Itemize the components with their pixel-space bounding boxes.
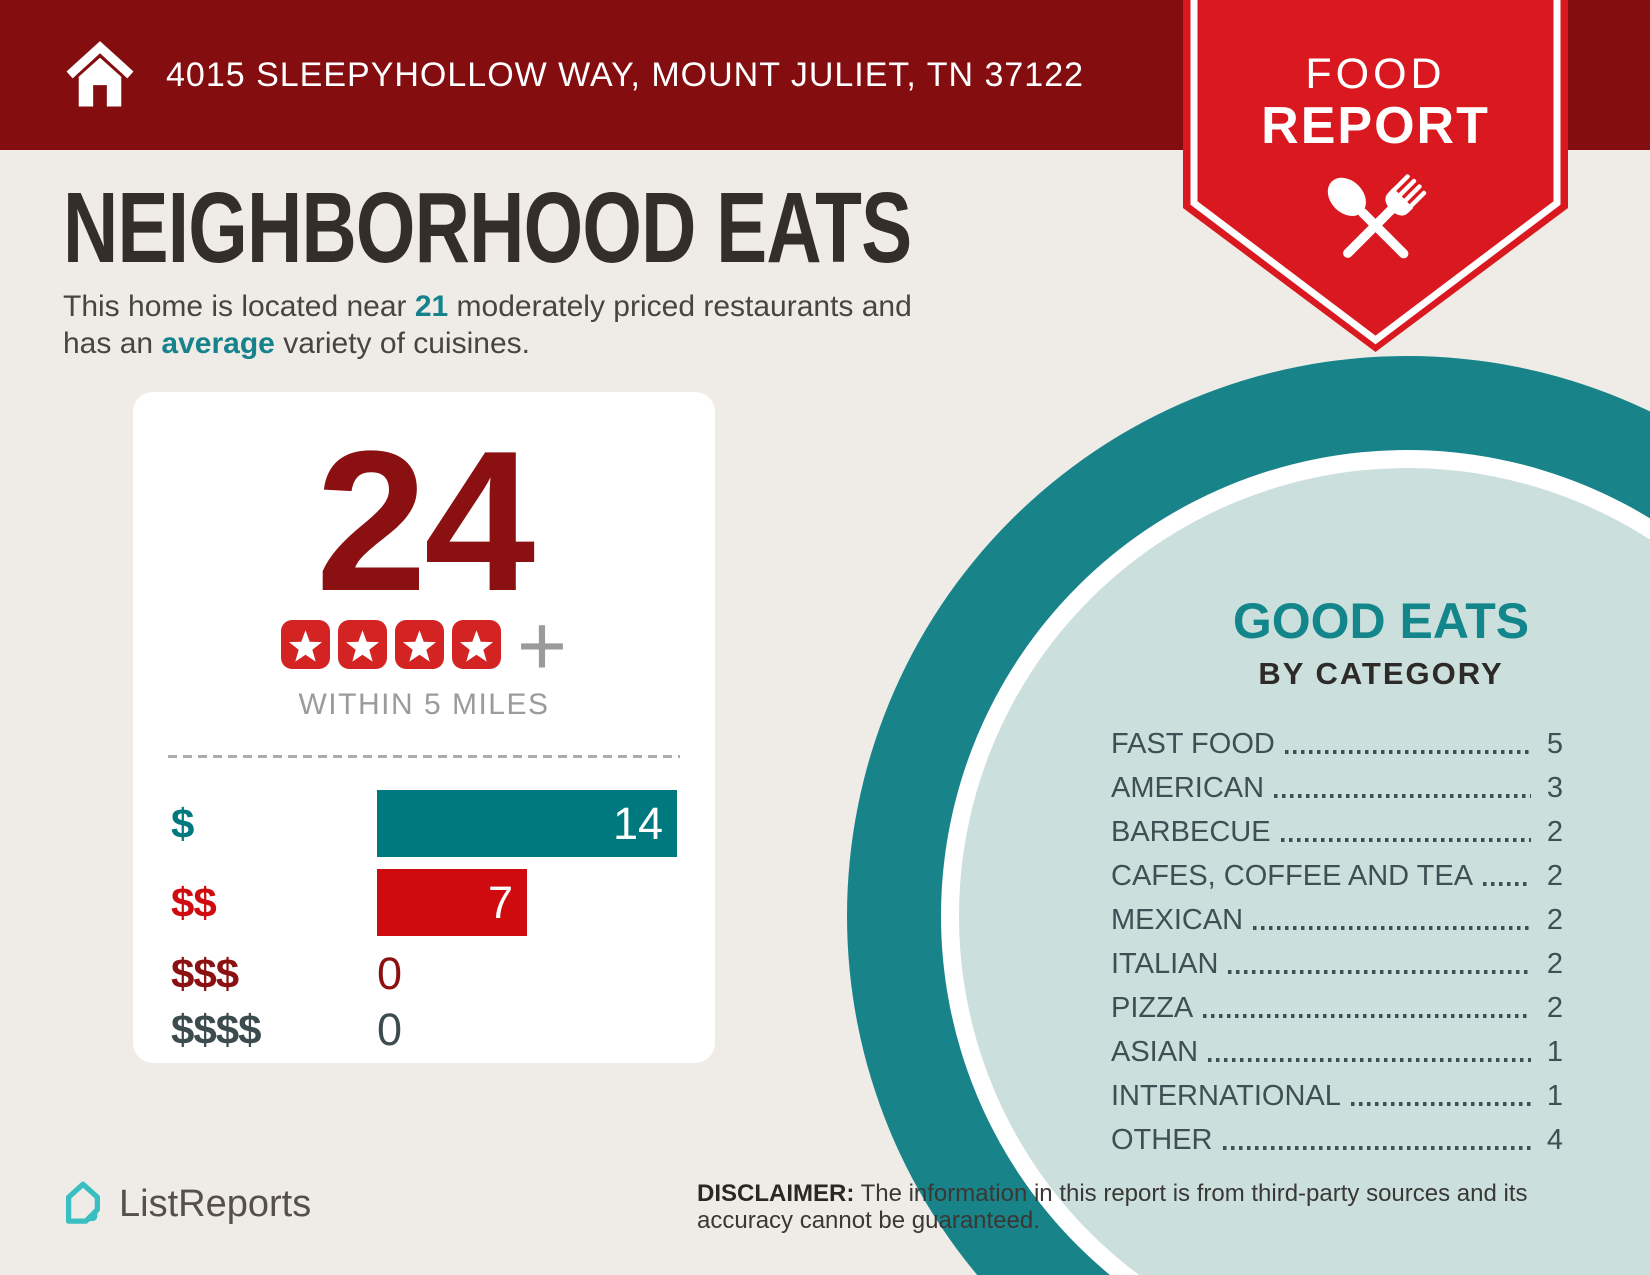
- crossed-spoon-fork-icon: [1308, 158, 1443, 298]
- page-title: NEIGHBORHOOD EATS: [63, 172, 912, 284]
- dotted-leader: [1208, 1058, 1531, 1062]
- price-level-chart: $ 14 $$ 7 $$$ 0 $$$$ 0: [133, 790, 715, 1056]
- plus-sign: +: [516, 598, 568, 694]
- chart-row: $$$$ 0: [171, 1004, 715, 1056]
- list-item: FAST FOOD 5: [1111, 722, 1563, 766]
- dotted-leader: [1284, 750, 1531, 754]
- bar-value: 7: [487, 876, 513, 928]
- star-rating: +: [133, 598, 715, 694]
- category-label: INTERNATIONAL: [1111, 1079, 1341, 1112]
- list-item: INTERNATIONAL 1: [1111, 1074, 1563, 1118]
- price-label: $$$: [171, 950, 239, 997]
- price-label: $$$$: [171, 1006, 261, 1053]
- intro-line2-start: has an: [63, 327, 162, 360]
- good-eats-section-heading: GOOD EATS BY CATEGORY: [1181, 592, 1581, 692]
- category-label: ASIAN: [1111, 1035, 1199, 1068]
- dotted-leader: [1222, 1146, 1531, 1150]
- home-icon: [62, 35, 138, 116]
- category-label: CAFES, COFFEE AND TEA: [1111, 859, 1474, 892]
- category-count: 2: [1546, 815, 1563, 848]
- logo-text: ListReports: [119, 1182, 312, 1225]
- category-label: MEXICAN: [1111, 903, 1244, 936]
- chart-row: $ 14: [171, 790, 715, 857]
- dotted-leader: [1253, 926, 1531, 930]
- chart-row: $$$ 0: [171, 948, 715, 1000]
- list-item: AMERICAN 3: [1111, 766, 1563, 810]
- disclaimer: DISCLAIMER: The information in this repo…: [697, 1180, 1587, 1234]
- list-item: BARBECUE 2: [1111, 810, 1563, 854]
- category-label: OTHER: [1111, 1123, 1213, 1156]
- dotted-leader: [1274, 794, 1531, 798]
- category-label: PIZZA: [1111, 991, 1194, 1024]
- list-item: MEXICAN 2: [1111, 898, 1563, 942]
- price-label: $: [171, 799, 194, 847]
- disclaimer-text: The information in this report is from t…: [697, 1180, 1528, 1234]
- dotted-divider: [168, 755, 680, 758]
- intro-pre: This home is located near: [63, 290, 415, 323]
- category-count: 3: [1546, 771, 1563, 804]
- category-label: ITALIAN: [1111, 947, 1219, 980]
- category-label: BARBECUE: [1111, 815, 1271, 848]
- category-count: 1: [1546, 1035, 1563, 1068]
- category-count: 4: [1546, 1123, 1563, 1156]
- ribbon-title-line2: REPORT: [1261, 97, 1490, 155]
- dotted-leader: [1350, 1102, 1531, 1106]
- zero-value: 0: [377, 948, 403, 999]
- listreports-logo: ListReports: [60, 1180, 311, 1228]
- dotted-leader: [1228, 970, 1531, 974]
- category-list: FAST FOOD 5 AMERICAN 3 BARBECUE 2 CAFES,…: [1111, 722, 1563, 1162]
- intro-mid: moderately priced restaurants and: [448, 290, 912, 323]
- dotted-leader: [1280, 838, 1531, 842]
- star-icon: [394, 619, 444, 674]
- ribbon-title-line1: FOOD: [1305, 50, 1446, 98]
- dotted-leader: [1483, 882, 1531, 886]
- list-item: OTHER 4: [1111, 1118, 1563, 1162]
- food-report-ribbon: FOOD REPORT: [1183, 0, 1568, 352]
- category-count: 5: [1546, 727, 1563, 760]
- intro-accent: average: [161, 327, 275, 360]
- restaurant-count: 24: [315, 410, 535, 633]
- list-item: CAFES, COFFEE AND TEA 2: [1111, 854, 1563, 898]
- bar: 7: [377, 869, 527, 936]
- list-item: ITALIAN 2: [1111, 942, 1563, 986]
- intro-text: This home is located near 21 moderately …: [63, 288, 1103, 362]
- category-count: 2: [1546, 947, 1563, 980]
- logo-house-icon: [60, 1178, 106, 1231]
- intro-post: variety of cuisines.: [274, 327, 530, 360]
- price-label: $$: [171, 878, 217, 926]
- list-item: PIZZA 2: [1111, 986, 1563, 1030]
- category-count: 2: [1546, 903, 1563, 936]
- chart-row: $$ 7: [171, 869, 715, 936]
- property-address: 4015 SLEEPYHOLLOW WAY, MOUNT JULIET, TN …: [166, 55, 1085, 94]
- stars-caption: WITHIN 5 MILES: [298, 688, 550, 721]
- zero-value: 0: [377, 1004, 403, 1055]
- category-count: 1: [1546, 1079, 1563, 1112]
- list-item: ASIAN 1: [1111, 1030, 1563, 1074]
- category-label: FAST FOOD: [1111, 727, 1275, 760]
- star-icon: [451, 619, 501, 674]
- stats-card: 24 + WITHIN 5 MILES $ 14: [133, 392, 715, 1063]
- category-count: 2: [1546, 991, 1563, 1024]
- category-count: 2: [1546, 859, 1563, 892]
- star-icon: [280, 619, 330, 674]
- disclaimer-label: DISCLAIMER:: [697, 1180, 855, 1207]
- good-eats-title: GOOD EATS: [1232, 593, 1530, 649]
- good-eats-subtitle: BY CATEGORY: [1258, 656, 1504, 691]
- dotted-leader: [1203, 1014, 1531, 1018]
- category-label: AMERICAN: [1111, 771, 1265, 804]
- star-icon: [337, 619, 387, 674]
- bar: 14: [377, 790, 677, 857]
- ribbon-shape: [1183, 0, 1568, 352]
- intro-count: 21: [414, 290, 449, 323]
- bar-value: 14: [612, 797, 663, 849]
